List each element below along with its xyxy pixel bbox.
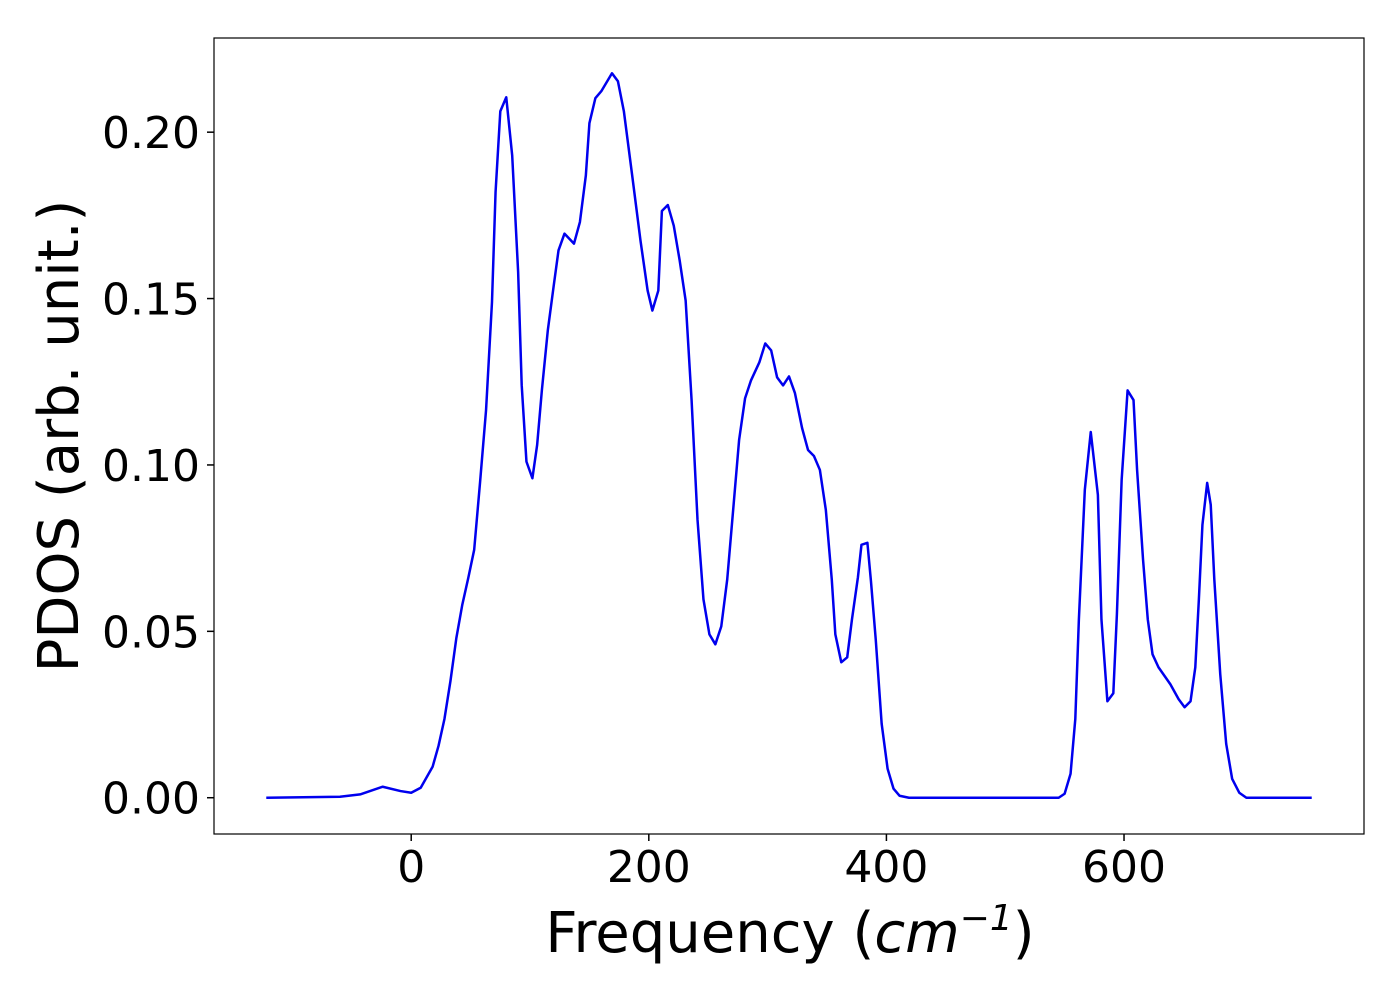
x-tick-label: 400: [844, 842, 928, 893]
y-axis-label: PDOS (arb. unit.): [27, 200, 92, 673]
x-label-text: Frequency (: [545, 901, 874, 966]
y-tick-label: 0.20: [102, 108, 200, 159]
plot-frame: [213, 37, 1365, 835]
x-label-exponent: −1: [960, 898, 1013, 939]
x-axis-label: Frequency (cm−1): [545, 898, 1034, 966]
x-label-unit: cm: [874, 901, 959, 966]
x-tick-label: 0: [397, 842, 425, 893]
y-tick-label: 0.05: [102, 607, 200, 658]
y-tick-label: 0.15: [102, 275, 200, 326]
data-line: [266, 72, 1312, 799]
x-tick-label: 600: [1082, 842, 1166, 893]
x-tick-label: 200: [607, 842, 691, 893]
y-tick-label: 0.00: [102, 774, 200, 825]
x-label-close: ): [1013, 901, 1035, 966]
y-tick-label: 0.10: [102, 441, 200, 492]
